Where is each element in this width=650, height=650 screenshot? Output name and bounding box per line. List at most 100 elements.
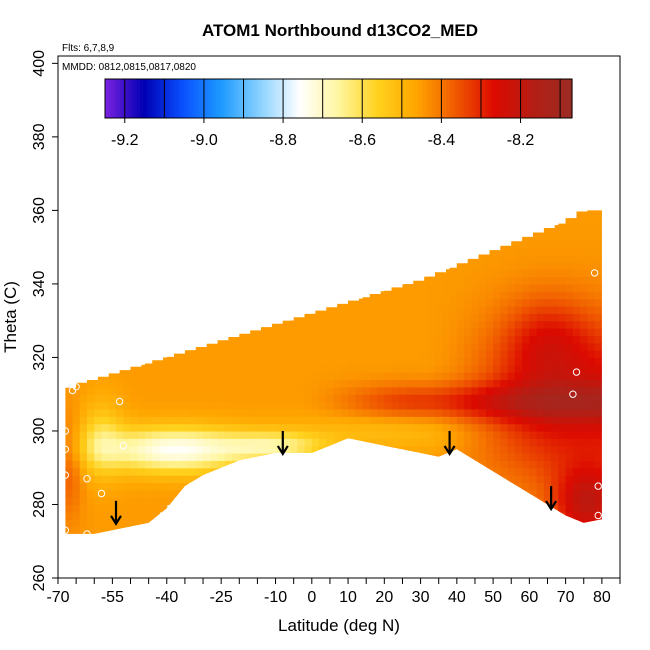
heatmap-cell: [123, 475, 132, 484]
heatmap-cell: [362, 372, 371, 381]
heatmap-cell: [166, 453, 175, 461]
heatmap-cell: [507, 467, 516, 476]
heatmap-cell: [369, 350, 378, 359]
heatmap-cell: [536, 225, 545, 234]
heatmap-cell: [572, 269, 581, 278]
heatmap-cell: [580, 379, 588, 388]
heatmap-cell: [326, 342, 335, 351]
heatmap-cell: [587, 298, 596, 307]
heatmap-cell: [210, 453, 219, 461]
heatmap-cell: [355, 408, 364, 417]
heatmap-cell: [130, 467, 139, 476]
heatmap-cell: [493, 453, 501, 461]
heatmap-cell: [275, 438, 284, 447]
heatmap-cell: [558, 335, 567, 344]
heatmap-cell: [485, 460, 494, 469]
heatmap-cell: [188, 379, 197, 388]
heatmap-cell: [558, 283, 567, 292]
heatmap-cell: [478, 408, 487, 417]
heatmap-cell: [522, 305, 530, 314]
heatmap-cell: [413, 298, 422, 307]
heatmap-cell: [587, 386, 596, 395]
heatmap-cell: [580, 489, 588, 498]
heatmap-cell: [159, 430, 168, 439]
heatmap-cell: [522, 313, 530, 322]
heatmap-cell: [420, 394, 429, 403]
colorbar-cell: [323, 79, 328, 118]
heatmap-cell: [580, 320, 588, 329]
heatmap-cell: [203, 372, 211, 381]
heatmap-cell: [529, 416, 538, 425]
heatmap-cell: [565, 357, 574, 366]
colorbar-cell: [370, 79, 375, 118]
heatmap-cell: [188, 475, 197, 484]
heatmap-cell: [427, 276, 436, 285]
colorbar-cell: [277, 79, 281, 118]
heatmap-cell: [87, 497, 95, 506]
heatmap-cell: [210, 438, 219, 447]
heatmap-cell: [268, 438, 277, 447]
heatmap-cell: [311, 408, 320, 417]
heatmap-cell: [217, 350, 226, 359]
heatmap-cell: [275, 394, 284, 403]
heatmap-cell: [413, 342, 422, 351]
heatmap-cell: [72, 445, 81, 454]
heatmap-cell: [116, 475, 124, 484]
heatmap-cell: [174, 416, 182, 425]
heatmap-cell: [239, 357, 248, 366]
heatmap-cell: [420, 386, 429, 395]
heatmap-cell: [72, 453, 81, 461]
heatmap-cell: [94, 467, 103, 476]
heatmap-cell: [493, 342, 501, 351]
heatmap-cell: [174, 453, 182, 461]
heatmap-cell: [478, 269, 487, 278]
heatmap-cell: [79, 438, 88, 447]
heatmap-cell: [485, 313, 494, 322]
colorbar-cell: [499, 79, 503, 118]
heatmap-cell: [319, 394, 327, 403]
heatmap-cell: [442, 372, 451, 381]
heatmap-cell: [203, 379, 211, 388]
heatmap-cell: [413, 408, 422, 417]
heatmap-cell: [587, 416, 596, 425]
heatmap-cell: [108, 430, 117, 439]
heatmap-cell: [514, 423, 523, 432]
heatmap-cell: [304, 394, 313, 403]
heatmap-cell: [130, 497, 139, 506]
heatmap-cell: [456, 276, 465, 285]
heatmap-cell: [500, 283, 509, 292]
heatmap-cell: [442, 357, 451, 366]
heatmap-cell: [174, 430, 182, 439]
arrow-head: [110, 515, 122, 526]
heatmap-cell: [174, 364, 182, 373]
heatmap-cell: [522, 423, 530, 432]
heatmap-cell: [529, 291, 538, 300]
heatmap-cell: [413, 394, 422, 403]
heatmap-cell: [137, 511, 146, 520]
heatmap-cell: [406, 283, 414, 292]
heatmap-cell: [449, 438, 458, 447]
heatmap-cell: [529, 254, 538, 263]
heatmap-cell: [174, 438, 182, 447]
heatmap-cell: [87, 453, 95, 461]
colorbar-cell: [201, 79, 205, 118]
colorbar-cell: [154, 79, 159, 118]
heatmap-cell: [188, 408, 197, 417]
heatmap-cell: [551, 482, 559, 491]
heatmap-cell: [137, 416, 146, 425]
heatmap-cell: [108, 497, 117, 506]
heatmap-cell: [224, 438, 233, 447]
heatmap-cell: [261, 401, 269, 410]
heatmap-cell: [65, 401, 74, 410]
colorbar-cell: [469, 79, 474, 118]
colorbar-cell: [227, 79, 232, 118]
heatmap-cell: [493, 408, 501, 417]
heatmap-cell: [217, 379, 226, 388]
heatmap-cell: [174, 357, 182, 366]
heatmap-cell: [152, 364, 161, 373]
colorbar-cell: [107, 79, 112, 118]
heatmap-cell: [500, 254, 509, 263]
heatmap-cell: [304, 328, 313, 336]
heatmap-cell: [94, 504, 103, 513]
colorbar-cell: [329, 79, 334, 118]
